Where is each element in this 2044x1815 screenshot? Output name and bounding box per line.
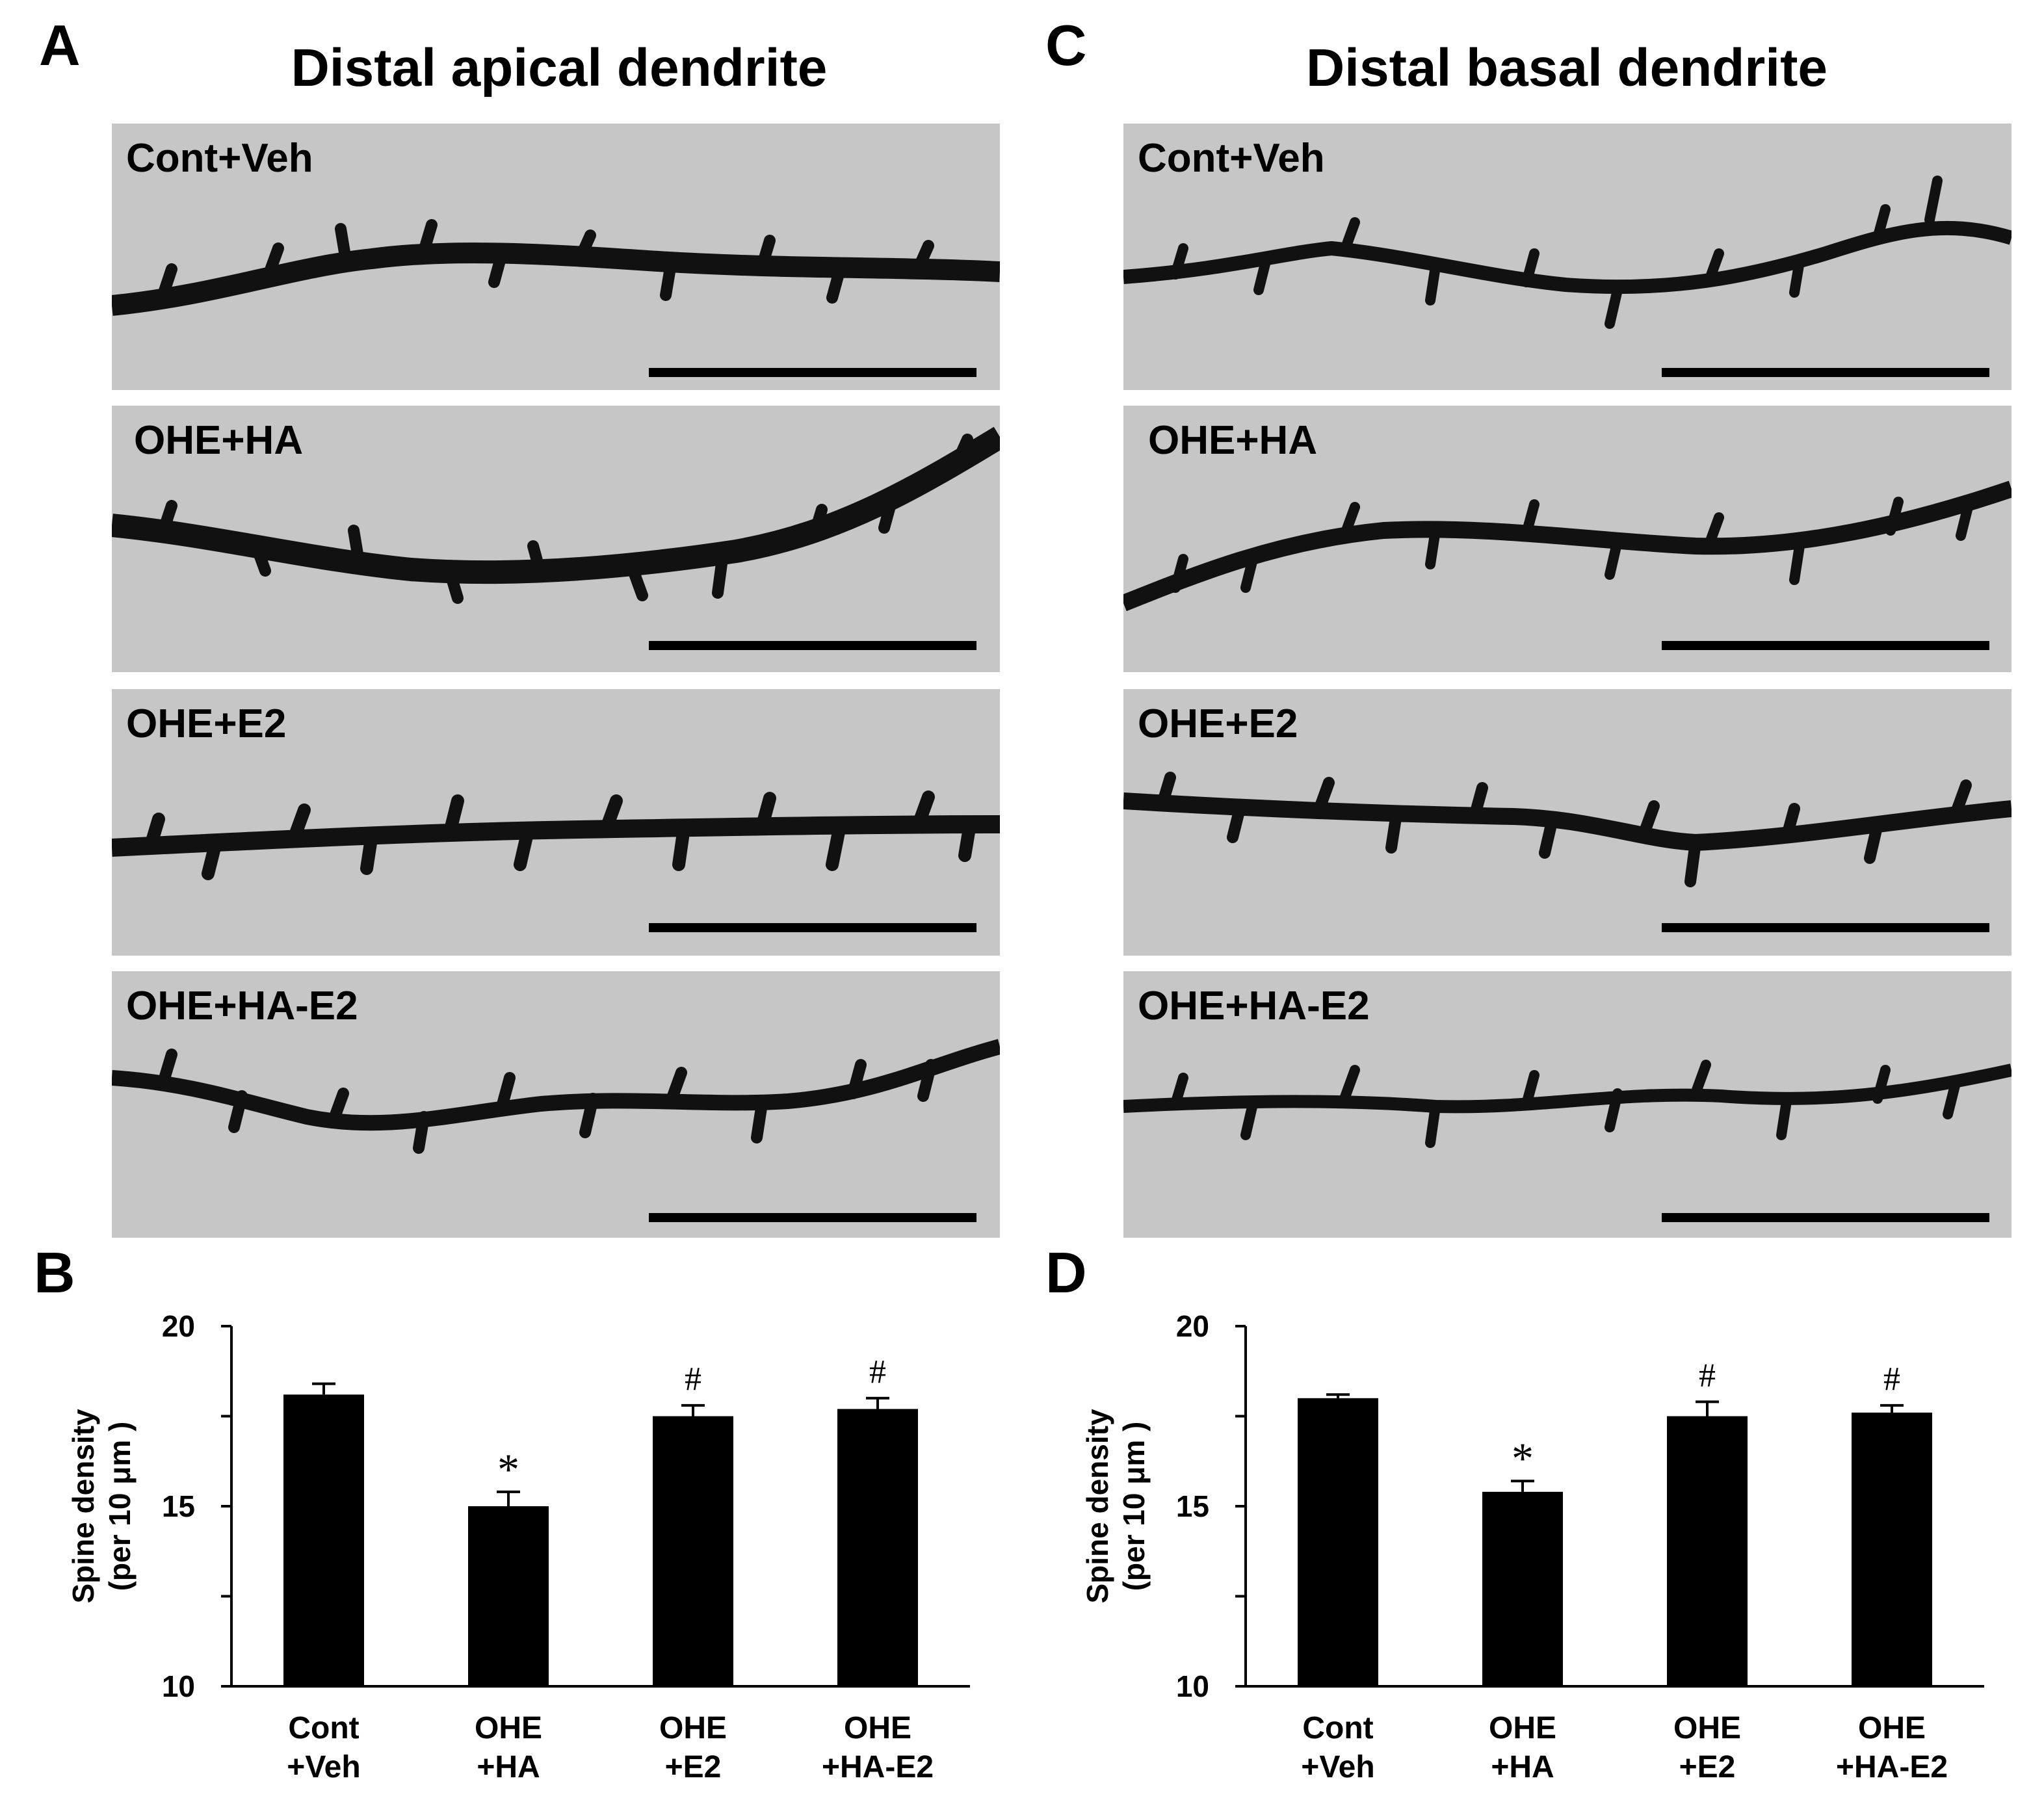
scale-bar: [1662, 1213, 1989, 1222]
x-tick-label: +E2: [665, 1750, 722, 1784]
y-tick-label: 20: [162, 1309, 195, 1343]
bar: [468, 1506, 549, 1686]
x-tick-label: +HA: [477, 1750, 540, 1784]
group-label: OHE+E2: [126, 701, 287, 746]
group-label: Cont+Veh: [1138, 135, 1325, 181]
micrograph-a-ohe-e2: OHE+E2: [112, 689, 1000, 956]
dendrite-image: [112, 426, 1000, 604]
significance-mark: #: [1699, 1357, 1716, 1394]
micrograph-c-ohe-ha: OHE+HA: [1123, 406, 2011, 672]
x-tick-label: +HA-E2: [822, 1750, 934, 1784]
group-label: OHE+E2: [1138, 701, 1298, 746]
x-tick-label: +Veh: [1301, 1750, 1374, 1784]
group-label: OHE+HA-E2: [1138, 983, 1370, 1028]
group-label: OHE+HA-E2: [126, 983, 358, 1028]
x-tick-label: OHE: [659, 1711, 727, 1745]
group-label: OHE+HA: [134, 417, 304, 463]
scale-bar: [1662, 923, 1989, 932]
x-tick-label: Cont: [1302, 1711, 1373, 1745]
y-tick-label: 20: [1176, 1309, 1209, 1343]
bar: [837, 1409, 918, 1686]
micrograph-c-ohe-e2: OHE+E2: [1123, 689, 2011, 956]
panel-title-c: Distal basal dendrite: [1305, 38, 1828, 98]
y-axis-label: Spine density: [1081, 1409, 1114, 1603]
x-tick-label: OHE: [475, 1711, 542, 1745]
y-tick-label: 10: [162, 1669, 195, 1703]
panel-letter-b: B: [34, 1242, 75, 1305]
scale-bar: [649, 368, 976, 377]
bar: [1667, 1416, 1748, 1686]
significance-mark: *: [1512, 1433, 1534, 1483]
significance-mark: #: [1883, 1361, 1900, 1398]
y-axis-label: Spine density: [66, 1409, 100, 1603]
panel-letter-d: D: [1045, 1242, 1087, 1305]
x-tick-label: OHE: [844, 1711, 911, 1745]
y-tick-label: 10: [1176, 1669, 1209, 1703]
group-label: Cont+Veh: [126, 135, 313, 181]
x-tick-label: OHE: [1673, 1711, 1741, 1745]
panel-letter-c: C: [1045, 14, 1087, 78]
panel-title-a: Distal apical dendrite: [291, 38, 828, 98]
panel-letter-a: A: [39, 14, 81, 78]
bar-chart-d: 10 15 20 Cont +Veh * OHE +HA # OHE +E2 # OHE +HA-E2 Sp…: [1081, 1309, 1984, 1784]
bar: [1298, 1398, 1378, 1686]
significance-mark: #: [869, 1353, 886, 1391]
x-tick-label: OHE: [1858, 1711, 1926, 1745]
dendrite-image: [1123, 176, 2011, 329]
scale-bar: [1662, 641, 1989, 650]
micrograph-a-ohe-ha-e2: OHE+HA-E2: [112, 971, 1000, 1238]
micrograph-c-ohe-ha-e2: OHE+HA-E2: [1123, 971, 2011, 1238]
significance-mark: #: [685, 1361, 701, 1398]
micrograph-a-cont-veh: Cont+Veh: [112, 124, 1000, 390]
micrograph-c-cont-veh: Cont+Veh: [1123, 124, 2011, 390]
x-tick-label: +E2: [1679, 1750, 1736, 1784]
significance-mark: *: [497, 1444, 519, 1494]
y-tick-label: 15: [1176, 1489, 1209, 1523]
scale-bar: [649, 923, 976, 932]
y-axis-label: (per 10 μm ): [1117, 1422, 1151, 1591]
micrograph-a-ohe-ha: OHE+HA: [112, 406, 1000, 672]
bar: [283, 1394, 364, 1686]
dendrite-image: [112, 219, 1000, 316]
dendrite-image: [1123, 1060, 2011, 1148]
x-tick-label: OHE: [1489, 1711, 1556, 1745]
dendrite-image: [1123, 772, 2011, 887]
bar-chart-b: 10 15 20 Cont +Veh * OHE +HA # OHE +E2 # OHE +HA-E2 Sp…: [66, 1309, 970, 1784]
bar: [653, 1416, 733, 1686]
dendrite-image: [112, 790, 1000, 880]
y-tick-label: 15: [162, 1489, 195, 1523]
dendrite-image: [112, 1039, 1000, 1154]
y-axis-label: (per 10 μm ): [103, 1422, 137, 1591]
bar: [1852, 1412, 1932, 1686]
scale-bar: [1662, 368, 1989, 377]
bar: [1482, 1491, 1563, 1686]
dendrite-image: [1123, 480, 2011, 612]
group-label: OHE+HA: [1148, 417, 1318, 463]
x-tick-label: +HA: [1491, 1750, 1554, 1784]
scale-bar: [649, 1213, 976, 1222]
x-tick-label: +HA-E2: [1836, 1750, 1948, 1784]
x-tick-label: Cont: [288, 1711, 359, 1745]
x-tick-label: +Veh: [287, 1750, 360, 1784]
scale-bar: [649, 641, 976, 650]
